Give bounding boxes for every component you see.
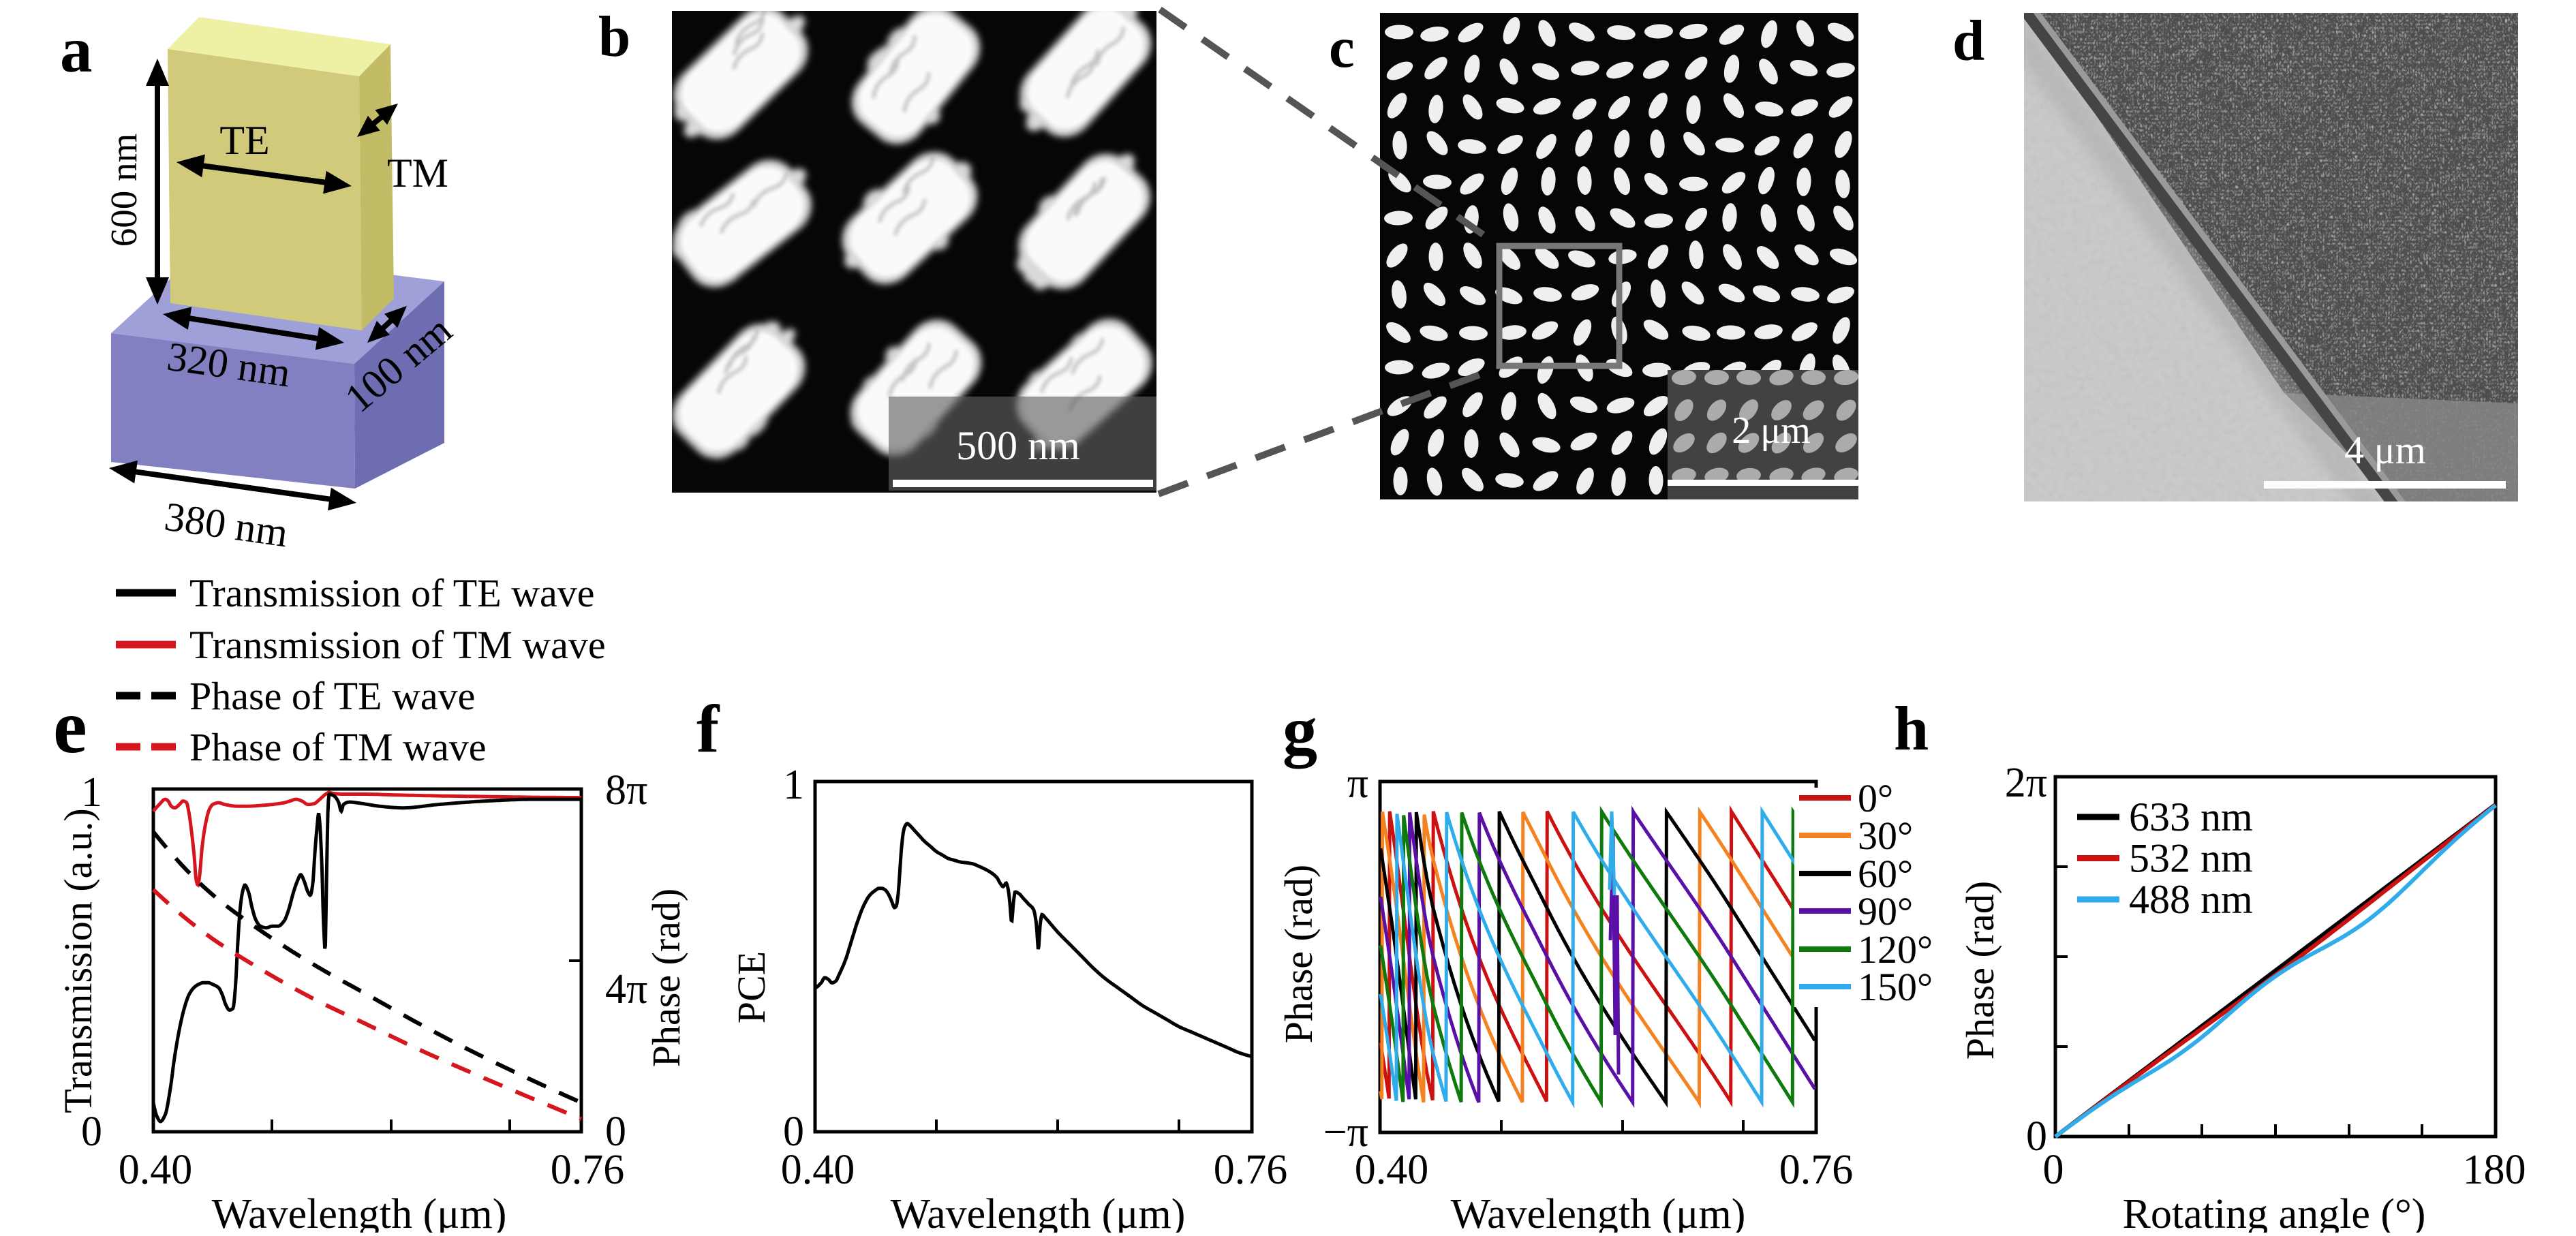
svg-text:e: e bbox=[53, 685, 87, 769]
svg-text:0.76: 0.76 bbox=[551, 1147, 625, 1193]
svg-text:0.40: 0.40 bbox=[781, 1147, 855, 1193]
svg-text:633 nm: 633 nm bbox=[2129, 794, 2253, 839]
svg-text:60°: 60° bbox=[1858, 852, 1913, 896]
svg-text:30°: 30° bbox=[1858, 814, 1913, 858]
svg-text:Phase of TE wave: Phase of TE wave bbox=[189, 674, 475, 718]
svg-text:2π: 2π bbox=[2005, 760, 2047, 806]
svg-text:Phase (rad): Phase (rad) bbox=[644, 889, 688, 1068]
svg-text:Rotating angle (°): Rotating angle (°) bbox=[2123, 1191, 2426, 1233]
svg-text:600 nm: 600 nm bbox=[103, 134, 144, 247]
svg-text:0: 0 bbox=[81, 1109, 102, 1155]
svg-text:1: 1 bbox=[81, 769, 102, 816]
svg-text:Phase (rad): Phase (rad) bbox=[1276, 865, 1321, 1044]
svg-text:0: 0 bbox=[2043, 1147, 2064, 1193]
svg-text:Phase (rad): Phase (rad) bbox=[1958, 881, 2002, 1060]
svg-text:150°: 150° bbox=[1858, 965, 1933, 1009]
svg-text:f: f bbox=[696, 691, 720, 767]
svg-text:TM: TM bbox=[387, 151, 448, 196]
svg-text:0°: 0° bbox=[1858, 776, 1893, 820]
svg-text:h: h bbox=[1894, 694, 1929, 763]
svg-text:c: c bbox=[1329, 16, 1355, 80]
svg-text:90°: 90° bbox=[1858, 889, 1913, 933]
svg-text:Transmission (a.u.): Transmission (a.u.) bbox=[56, 808, 100, 1113]
svg-text:500 nm: 500 nm bbox=[956, 423, 1080, 468]
svg-text:8π: 8π bbox=[605, 767, 647, 814]
svg-text:1: 1 bbox=[783, 762, 804, 808]
svg-text:4π: 4π bbox=[605, 966, 647, 1013]
svg-text:120°: 120° bbox=[1858, 927, 1933, 972]
svg-text:2 μm: 2 μm bbox=[1732, 410, 1811, 452]
svg-text:d: d bbox=[1952, 9, 1984, 73]
svg-text:0.40: 0.40 bbox=[119, 1147, 193, 1193]
svg-text:Wavelength (μm): Wavelength (μm) bbox=[212, 1191, 507, 1233]
svg-text:b: b bbox=[598, 5, 630, 69]
svg-text:4 μm: 4 μm bbox=[2344, 428, 2426, 472]
svg-text:a: a bbox=[60, 14, 93, 86]
svg-text:Transmission of TE wave: Transmission of TE wave bbox=[189, 571, 595, 615]
svg-text:π: π bbox=[1347, 760, 1368, 807]
svg-text:PCE: PCE bbox=[729, 951, 773, 1023]
svg-text:TE: TE bbox=[219, 118, 269, 163]
svg-text:0.76: 0.76 bbox=[1214, 1147, 1288, 1193]
svg-text:0.40: 0.40 bbox=[1355, 1147, 1429, 1193]
svg-text:0.76: 0.76 bbox=[1779, 1147, 1854, 1193]
svg-text:0: 0 bbox=[605, 1109, 626, 1155]
svg-text:180: 180 bbox=[2463, 1147, 2526, 1193]
svg-text:Wavelength (μm): Wavelength (μm) bbox=[1451, 1191, 1746, 1233]
svg-text:Transmission of TM wave: Transmission of TM wave bbox=[189, 623, 606, 667]
svg-text:0: 0 bbox=[783, 1109, 804, 1155]
svg-text:Phase of TM wave: Phase of TM wave bbox=[189, 725, 486, 769]
svg-text:−π: −π bbox=[1323, 1109, 1368, 1156]
svg-text:0: 0 bbox=[2026, 1113, 2047, 1160]
svg-text:g: g bbox=[1283, 692, 1317, 769]
svg-text:532 nm: 532 nm bbox=[2129, 836, 2253, 881]
svg-text:Wavelength (μm): Wavelength (μm) bbox=[891, 1191, 1186, 1233]
svg-text:488 nm: 488 nm bbox=[2129, 877, 2253, 922]
